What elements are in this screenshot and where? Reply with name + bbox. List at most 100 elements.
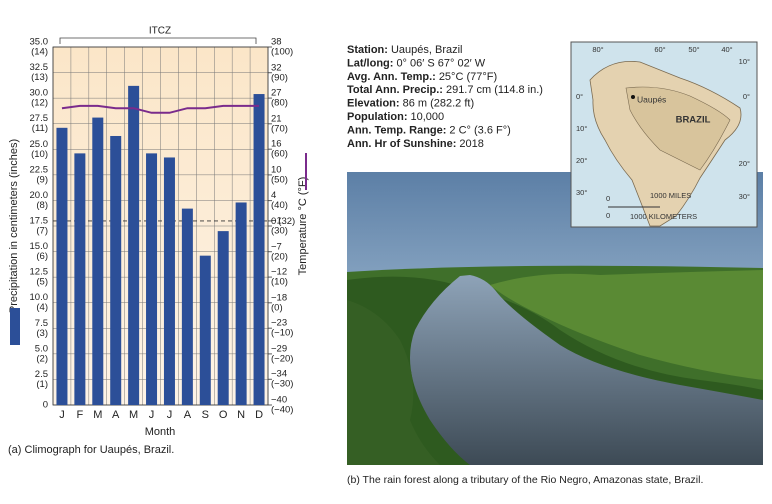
info-value: Uaupés, Brazil <box>391 44 463 56</box>
y2-tick-label: −23 <box>271 318 287 329</box>
info-line: Population: 10,000 <box>347 111 444 123</box>
info-value: 10,000 <box>411 111 445 123</box>
y2-tick-label-f: (30) <box>271 226 288 237</box>
latitude-label: 30° <box>739 192 750 201</box>
y2-tick-label-f: (−10) <box>271 328 293 339</box>
y-tick-label: 35.0 <box>30 37 49 48</box>
info-label: Ann. Hr of Sunshine: <box>347 138 456 150</box>
y-tick-label: 0 <box>43 400 48 411</box>
latitude-label: 0° <box>743 92 750 101</box>
bar <box>199 255 211 405</box>
latitude-label: 10° <box>739 57 750 66</box>
x-tick-label: J <box>167 409 173 421</box>
x-tick-label: J <box>149 409 155 421</box>
x-tick-label: J <box>59 409 65 421</box>
y-tick-label-inches: (13) <box>31 72 48 83</box>
y2-tick-label-f: (60) <box>271 149 288 160</box>
info-line: Total Ann. Precip.: 291.7 cm (114.8 in.) <box>347 84 543 96</box>
x-tick-label: M <box>129 409 138 421</box>
bar <box>74 153 86 405</box>
y-tick-label-inches: (12) <box>31 98 48 109</box>
x-axis-title: Month <box>145 426 176 438</box>
y2-tick-label: 4 <box>271 190 276 201</box>
y2-tick-label-f: (−30) <box>271 379 293 390</box>
brazil <box>625 86 731 171</box>
itcz-bracket <box>59 37 257 44</box>
temperature-line <box>61 104 260 114</box>
x-tick-label: S <box>202 409 209 421</box>
y-tick-label: 12.5 <box>30 267 49 278</box>
bar <box>92 117 104 405</box>
y2-tick-label-f: (20) <box>271 251 288 262</box>
info-label: Total Ann. Precip.: <box>347 84 443 96</box>
y-tick-label-inches: (4) <box>36 302 48 313</box>
bar <box>217 231 229 405</box>
y2-tick-label-f: (90) <box>271 72 288 83</box>
x-tick-label: A <box>112 409 120 421</box>
photo: (b) The rain forest along a tributary of… <box>347 172 763 486</box>
y2-tick-label-f: (10) <box>271 277 288 288</box>
city-dot <box>631 95 635 99</box>
info-value: 86 m (282.2 ft) <box>403 98 475 110</box>
y2-tick-label: 0 (32) <box>271 215 295 226</box>
bar <box>163 157 175 405</box>
plot-border <box>52 46 269 406</box>
y2-tick-label-f: (80) <box>271 98 288 109</box>
latitude-label: 0° <box>576 92 583 101</box>
y2-tick-label: 27 <box>271 88 282 99</box>
longitude-label: 40° <box>721 45 732 54</box>
river <box>410 275 763 465</box>
info-line: Ann. Temp. Range: 2 C° (3.6 F°) <box>347 124 511 136</box>
y-tick-label: 5.0 <box>35 343 48 354</box>
latitude-label: 20° <box>576 156 587 165</box>
y-tick-label: 17.5 <box>30 216 49 227</box>
y2-tick-label: 38 <box>271 37 282 48</box>
y2-tick-label: −29 <box>271 343 287 354</box>
y2-tick-label: 10 <box>271 164 282 175</box>
info-line: Elevation: 86 m (282.2 ft) <box>347 98 474 110</box>
scale-miles: 1000 MILES <box>650 191 691 200</box>
info-label: Elevation: <box>347 98 400 110</box>
y2-tick-label: −18 <box>271 292 287 303</box>
bar <box>253 94 265 406</box>
info-line: Ann. Hr of Sunshine: 2018 <box>347 138 484 150</box>
info-line: Avg. Ann. Temp.: 25°C (77°F) <box>347 71 497 83</box>
y2-tick-label: −12 <box>271 267 287 278</box>
chart-caption: (a) Climograph for Uaupés, Brazil. <box>8 444 174 456</box>
y2-tick-label-c: 0 <box>271 215 276 226</box>
y2-tick-label: 21 <box>271 113 282 124</box>
x-tick-label: A <box>184 409 192 421</box>
y2-tick-label-f: (−40) <box>271 405 293 416</box>
info-label: Station: <box>347 44 388 56</box>
y-tick-label-inches: (5) <box>36 277 48 288</box>
info-label: Lat/long: <box>347 57 393 69</box>
y-tick-label-inches: (10) <box>31 149 48 160</box>
y2-tick-label-f: (0) <box>271 302 283 313</box>
x-tick-label: O <box>219 409 228 421</box>
scale-zero: 0 <box>606 194 610 203</box>
y2-tick-label: −34 <box>271 369 287 380</box>
x-tick-label: F <box>77 409 84 421</box>
legend-swatch-bar <box>10 308 20 345</box>
y-tick-label-inches: (2) <box>36 353 48 364</box>
x-tick-label: D <box>255 409 263 421</box>
y-tick-label: 2.5 <box>35 369 48 380</box>
info-line: Lat/long: 0° 06′ S 67° 02′ W <box>347 57 486 69</box>
x-tick-label: M <box>93 409 102 421</box>
y2-tick-label: −1 <box>271 216 282 227</box>
x-tick-label: N <box>237 409 245 421</box>
info-value: 2 C° (3.6 F°) <box>449 124 510 136</box>
y-tick-label-inches: (9) <box>36 174 48 185</box>
longitude-label: 80° <box>592 45 603 54</box>
y-axis-title: Precipitation in centimeters (inches) <box>8 139 20 313</box>
info-value: 2018 <box>459 138 483 150</box>
y-tick-label-inches: (1) <box>36 379 48 390</box>
country-label: BRAZIL <box>676 115 711 126</box>
y-tick-label: 30.0 <box>30 88 49 99</box>
y-tick-label-inches: (14) <box>31 47 48 58</box>
longitude-label: 60° <box>654 45 665 54</box>
latitude-label: 30° <box>576 188 587 197</box>
bar <box>110 135 122 405</box>
itcz-label: ITCZ <box>149 26 171 37</box>
